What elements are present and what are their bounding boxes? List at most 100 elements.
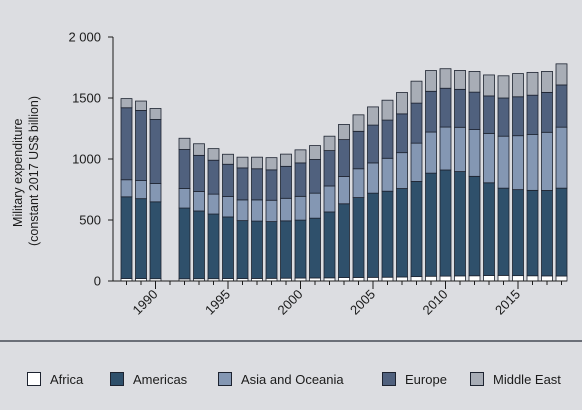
legend-item-asia-and-oceania: Asia and Oceania (218, 371, 344, 387)
bar-segment-europe (483, 95, 495, 134)
bar-segment-europe (135, 110, 147, 181)
bar-segment-asia-and-oceania (193, 191, 205, 212)
bar-segment-europe (352, 130, 365, 170)
bar-segment-europe (497, 97, 510, 137)
x-axis: 1990 1995 2000 2005 2010 2015 (113, 280, 567, 318)
bar-segment-europe (236, 167, 249, 201)
bar-segment-middle-east (381, 99, 394, 121)
bar-segment-europe (338, 139, 350, 177)
bar-segment-americas (367, 192, 379, 278)
bar-segment-africa (468, 275, 481, 282)
bar-segment-middle-east (439, 68, 452, 89)
bar-2017 (541, 71, 553, 282)
legend-item-africa: Africa (27, 371, 83, 387)
bar-segment-asia-and-oceania (381, 157, 394, 192)
bar-segment-asia-and-oceania (135, 180, 147, 200)
bar-segment-americas (251, 220, 263, 279)
bar-segment-middle-east (367, 106, 379, 126)
bar-segment-africa (454, 275, 466, 282)
bar-2004 (352, 114, 365, 282)
bar-segment-europe (425, 90, 437, 133)
bar-segment-americas (454, 171, 466, 277)
bar-segment-africa (526, 275, 539, 282)
x-tick-label: 2000 (275, 287, 306, 318)
bar-segment-africa (483, 275, 495, 282)
bar-segment-middle-east (410, 80, 423, 104)
bar-1990 (149, 108, 162, 282)
bar-segment-europe (294, 162, 307, 197)
bar-1993 (193, 143, 205, 282)
y-tick-label: 0 (94, 274, 101, 289)
bar-1997 (251, 156, 263, 282)
bar-segment-asia-and-oceania (483, 132, 495, 184)
x-tick-label: 1995 (202, 287, 233, 318)
bar-2010 (439, 68, 452, 282)
bar-segment-americas (381, 190, 394, 278)
bar-segment-europe (193, 154, 205, 192)
bar-segment-europe (207, 159, 220, 195)
bar-segment-asia-and-oceania (541, 131, 553, 191)
bar-segment-europe (367, 124, 379, 164)
y-axis-label-line-1: Military expenditure (11, 119, 25, 227)
bar-segment-asia-and-oceania (439, 126, 452, 171)
bar-segment-europe (251, 168, 263, 201)
bar-segment-americas (410, 181, 423, 278)
bar-segment-asia-and-oceania (280, 197, 292, 222)
y-tick-label: 1000 (72, 152, 101, 167)
bar-segment-africa (512, 275, 524, 282)
legend: Africa Americas Asia and Oceania Europe Midd… (0, 341, 582, 411)
y-axis-label: Military expenditure (constant 2017 US$ … (11, 96, 41, 246)
bar-segment-asia-and-oceania (149, 183, 162, 203)
legend-swatch (110, 372, 124, 386)
bar-segment-middle-east (425, 70, 437, 92)
bar-segment-americas (425, 172, 437, 277)
bar-segment-middle-east (178, 137, 191, 150)
y-tick-label: 2 000 (68, 30, 101, 45)
bar-segment-asia-and-oceania (526, 134, 539, 191)
bar-2005 (367, 106, 379, 282)
legend-swatch (382, 372, 396, 386)
bar-segment-europe (468, 91, 481, 130)
x-tick-label: 1990 (130, 287, 161, 318)
bar-segment-middle-east (323, 135, 336, 151)
bar-segment-americas (236, 220, 249, 279)
bar-2018 (555, 63, 568, 282)
bar-segment-africa (367, 276, 379, 282)
bar-segment-europe (396, 113, 408, 154)
bar-segment-americas (439, 169, 452, 277)
bar-segment-europe (178, 149, 191, 189)
legend-swatch (470, 372, 484, 386)
legend-label: Africa (50, 371, 84, 387)
bar-segment-americas (135, 198, 147, 279)
bar-2014 (497, 75, 510, 282)
bar-2003 (338, 124, 350, 282)
bar-segment-asia-and-oceania (120, 179, 133, 198)
bar-2001 (309, 145, 321, 282)
bar-segment-americas (468, 175, 481, 277)
bar-1994 (207, 148, 220, 282)
bar-segment-africa (425, 275, 437, 282)
legend-label: Asia and Oceania (241, 371, 344, 387)
bar-segment-middle-east (207, 148, 220, 161)
bar-segment-americas (323, 211, 336, 279)
bar-segment-americas (483, 182, 495, 276)
legend-label: Europe (405, 371, 447, 387)
bar-1992 (178, 137, 191, 282)
legend-item-europe: Europe (382, 371, 447, 387)
bar-segment-americas (497, 187, 510, 276)
bar-segment-asia-and-oceania (352, 168, 365, 198)
bar-segment-asia-and-oceania (454, 126, 466, 172)
bar-segment-middle-east (468, 71, 481, 93)
bar-2013 (483, 74, 495, 282)
bar-2012 (468, 71, 481, 282)
legend-item-americas: Americas (110, 371, 187, 387)
bar-segment-europe (120, 107, 133, 181)
legend-item-middle-east: Middle East (470, 371, 561, 387)
legend-swatch (27, 372, 41, 386)
bar-segment-europe (439, 87, 452, 128)
bar-segment-americas (120, 196, 133, 279)
bar-segment-americas (193, 210, 205, 280)
bar-segment-asia-and-oceania (468, 129, 481, 177)
legend-label: Americas (133, 371, 188, 387)
